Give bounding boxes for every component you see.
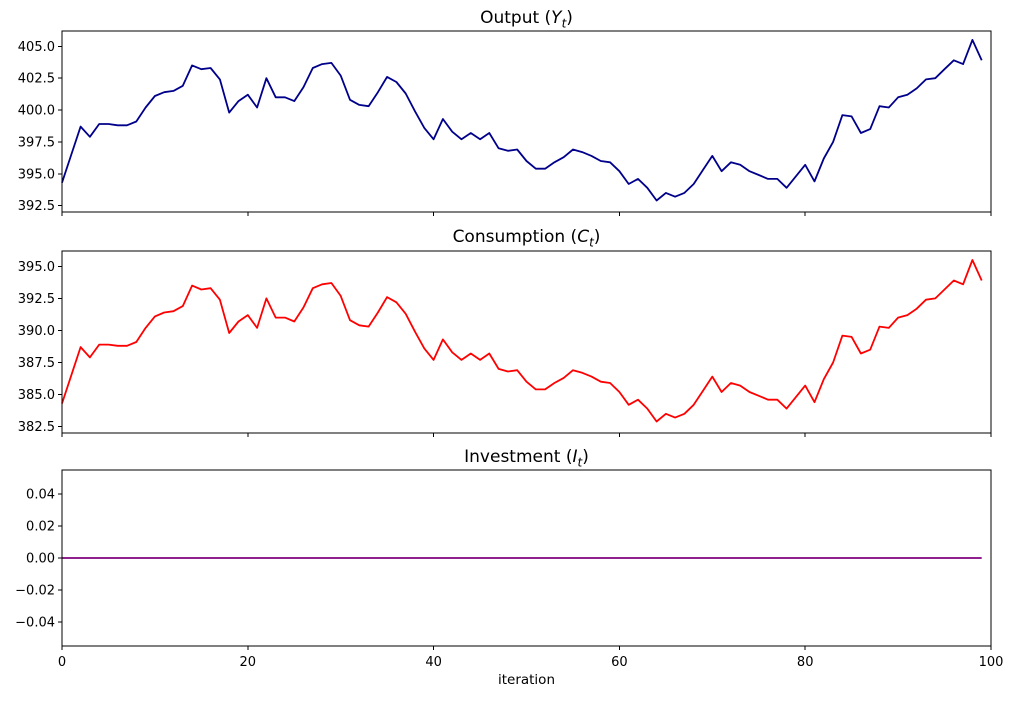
title-text: ) <box>582 447 589 467</box>
title-text: Output ( <box>480 8 552 28</box>
x-tick-label: 40 <box>425 655 442 670</box>
y-tick-label: 405.0 <box>18 40 55 55</box>
y-tick-label: −0.04 <box>15 616 55 631</box>
title-text: ) <box>566 8 573 28</box>
y-tick-label: 387.5 <box>18 356 55 371</box>
y-tick-label: 390.0 <box>18 324 55 339</box>
axes-frame <box>61 469 992 647</box>
y-tick-label: 397.5 <box>18 135 55 150</box>
x-tick-label: 0 <box>58 655 66 670</box>
title-subscript: t <box>577 455 583 470</box>
title-text: Investment ( <box>464 447 573 467</box>
y-tick-label: 395.0 <box>18 260 55 275</box>
title-text: ) <box>593 227 601 247</box>
y-tick-label: 392.5 <box>18 292 55 307</box>
y-tick-label: 385.0 <box>18 388 55 403</box>
y-tick-label: 0.04 <box>26 488 55 503</box>
consumption-line <box>61 259 983 423</box>
y-tick-label: 382.5 <box>18 420 55 435</box>
output-line <box>61 39 983 202</box>
title-variable: I <box>572 447 578 467</box>
y-tick-label: 400.0 <box>18 104 55 119</box>
subplot-consumption-title: Consumption (Ct) <box>62 226 991 253</box>
subplot-output-title: Output (Yt) <box>62 7 991 34</box>
title-subscript: t <box>561 16 567 31</box>
y-tick-label: 392.5 <box>18 199 55 214</box>
axes-frame <box>61 250 992 434</box>
x-tick-label: 100 <box>979 655 1004 670</box>
title-variable: Y <box>551 8 562 28</box>
x-tick-label: 60 <box>611 655 628 670</box>
title-text: Consumption ( <box>452 227 578 247</box>
x-axis-label: iteration <box>497 672 556 688</box>
x-tick-label: 80 <box>797 655 814 670</box>
title-variable: C <box>577 227 590 247</box>
x-tick-label: 20 <box>240 655 257 670</box>
y-tick-label: 402.5 <box>18 72 55 87</box>
y-tick-label: 395.0 <box>18 167 55 182</box>
y-tick-label: −0.02 <box>15 584 55 599</box>
y-tick-label: 0.02 <box>26 520 55 535</box>
subplot-investment-title: Investment (It) <box>62 446 991 473</box>
axes-frame <box>61 30 992 213</box>
title-subscript: t <box>589 235 594 250</box>
y-tick-label: 0.00 <box>26 552 55 567</box>
